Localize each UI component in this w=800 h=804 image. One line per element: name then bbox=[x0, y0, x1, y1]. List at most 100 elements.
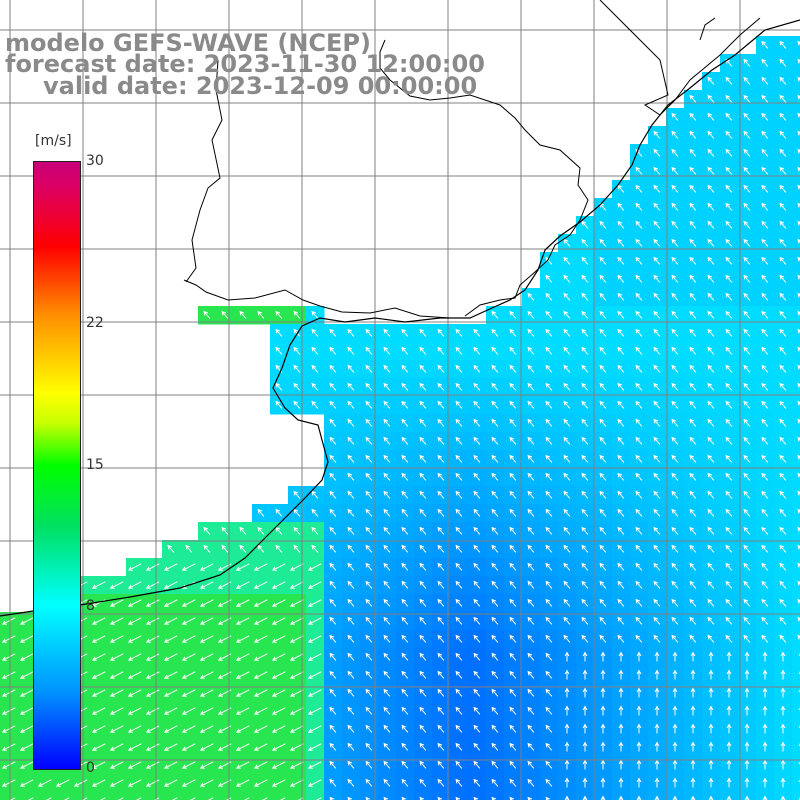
wind-arrow bbox=[761, 94, 769, 103]
wind-arrow bbox=[383, 472, 391, 481]
wind-arrow bbox=[762, 777, 768, 788]
wind-speed-cell bbox=[792, 198, 800, 217]
wind-arrow bbox=[689, 112, 697, 121]
wind-arrow bbox=[329, 706, 337, 715]
wind-arrow bbox=[779, 454, 787, 463]
wind-speed-cell bbox=[792, 522, 800, 541]
wind-arrow bbox=[726, 723, 732, 734]
colorbar-unit: [m/s] bbox=[35, 133, 72, 149]
wind-arrow bbox=[527, 364, 535, 373]
wind-arrow bbox=[563, 454, 571, 463]
wind-arrow bbox=[293, 544, 301, 553]
wind-arrow bbox=[582, 687, 588, 698]
wind-arrow bbox=[635, 274, 643, 283]
wind-arrow bbox=[221, 526, 229, 535]
wind-arrow bbox=[726, 777, 732, 788]
wind-arrow bbox=[689, 544, 697, 553]
wind-speed-cell bbox=[792, 342, 800, 361]
wind-arrow bbox=[473, 526, 481, 535]
wind-arrow bbox=[455, 346, 463, 355]
wind-arrow bbox=[599, 292, 607, 301]
wind-arrow bbox=[707, 634, 715, 643]
wind-arrow bbox=[491, 454, 499, 463]
wind-arrow bbox=[581, 472, 589, 481]
wind-arrow bbox=[383, 742, 391, 751]
wind-arrow bbox=[689, 400, 697, 409]
wind-arrow bbox=[473, 562, 481, 571]
wind-arrow bbox=[653, 436, 661, 445]
wind-arrow bbox=[509, 508, 517, 517]
wind-arrow bbox=[491, 634, 499, 643]
wind-arrow bbox=[653, 598, 661, 607]
wind-arrow bbox=[491, 616, 499, 625]
wind-arrow bbox=[401, 760, 409, 769]
wind-arrow bbox=[726, 651, 732, 662]
wind-arrow bbox=[761, 256, 769, 265]
wind-arrow bbox=[275, 310, 283, 319]
wind-arrow bbox=[744, 687, 750, 698]
wind-arrow bbox=[545, 652, 553, 661]
wind-arrow bbox=[473, 418, 481, 427]
wind-arrow bbox=[311, 310, 319, 319]
wind-arrow bbox=[527, 400, 535, 409]
wind-arrow bbox=[1, 671, 16, 679]
wind-speed-cell bbox=[126, 792, 145, 804]
wind-arrow bbox=[797, 58, 800, 64]
wind-speed-cell bbox=[792, 774, 800, 793]
wind-arrow bbox=[383, 364, 391, 373]
wind-arrow bbox=[563, 418, 571, 427]
wind-arrow bbox=[253, 671, 268, 679]
wind-arrow bbox=[401, 436, 409, 445]
wind-arrow bbox=[636, 705, 642, 716]
wind-arrow bbox=[473, 544, 481, 553]
wind-arrow bbox=[329, 472, 337, 481]
wind-arrow bbox=[401, 400, 409, 409]
wind-arrow bbox=[329, 616, 337, 625]
wind-arrow bbox=[689, 490, 697, 499]
wind-arrow bbox=[347, 490, 355, 499]
wind-arrow bbox=[473, 580, 481, 589]
wind-arrow bbox=[91, 581, 106, 589]
wind-arrow bbox=[365, 400, 373, 409]
wind-arrow bbox=[437, 526, 445, 535]
wind-arrow bbox=[437, 562, 445, 571]
wind-arrow bbox=[437, 760, 445, 769]
wind-arrows bbox=[1, 40, 800, 804]
wind-arrow bbox=[564, 687, 570, 698]
wind-arrow bbox=[618, 777, 624, 788]
wind-arrow bbox=[635, 526, 643, 535]
wind-arrow bbox=[365, 580, 373, 589]
wind-arrow bbox=[707, 238, 715, 247]
wind-arrow bbox=[473, 490, 481, 499]
wind-arrow bbox=[761, 310, 769, 319]
wind-arrow bbox=[635, 490, 643, 499]
wind-speed-cell bbox=[792, 72, 800, 91]
wind-arrow bbox=[599, 616, 607, 625]
wind-arrow bbox=[329, 454, 337, 463]
wind-arrow bbox=[671, 454, 679, 463]
wind-arrow bbox=[797, 454, 800, 460]
colorbar-tick-22: 22 bbox=[86, 314, 104, 331]
wind-arrow bbox=[181, 653, 196, 661]
wind-arrow bbox=[780, 669, 786, 680]
wind-arrow bbox=[653, 616, 661, 625]
wind-arrow bbox=[689, 472, 697, 481]
wind-arrow bbox=[617, 580, 625, 589]
wind-arrow bbox=[779, 598, 787, 607]
wind-arrow bbox=[581, 490, 589, 499]
wind-arrow bbox=[311, 382, 319, 391]
wind-arrow bbox=[293, 346, 301, 355]
wind-arrow bbox=[271, 563, 286, 571]
wind-arrow bbox=[743, 616, 751, 625]
wind-speed-cell bbox=[792, 162, 800, 181]
wind-arrow bbox=[761, 400, 769, 409]
wind-arrow bbox=[509, 706, 517, 715]
wind-arrow bbox=[689, 292, 697, 301]
wind-arrow bbox=[253, 725, 268, 733]
wind-arrow bbox=[401, 328, 409, 337]
wind-arrow bbox=[145, 671, 160, 679]
wind-arrow bbox=[743, 94, 751, 103]
wind-arrow bbox=[761, 634, 769, 643]
wind-arrow bbox=[527, 760, 535, 769]
wind-arrow bbox=[600, 687, 606, 698]
